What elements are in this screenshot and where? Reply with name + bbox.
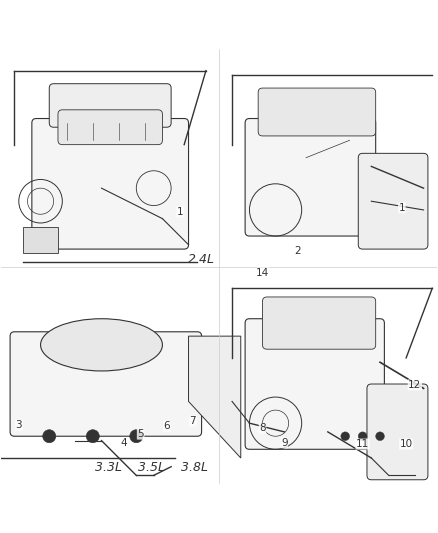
Polygon shape — [188, 336, 241, 458]
FancyBboxPatch shape — [258, 88, 376, 136]
Text: 14: 14 — [256, 268, 269, 278]
Text: 3: 3 — [15, 421, 22, 430]
Text: 6: 6 — [163, 421, 170, 431]
Circle shape — [43, 430, 56, 443]
Circle shape — [376, 432, 385, 441]
Text: 12: 12 — [408, 380, 421, 390]
Text: 2.4L: 2.4L — [188, 254, 215, 266]
Ellipse shape — [41, 319, 162, 371]
FancyBboxPatch shape — [58, 110, 162, 144]
Circle shape — [358, 432, 367, 441]
Text: 2: 2 — [294, 246, 300, 256]
Text: 4: 4 — [120, 438, 127, 448]
Text: 9: 9 — [281, 438, 288, 448]
Text: 11: 11 — [356, 439, 369, 449]
Text: 3.3L    3.5L    3.8L: 3.3L 3.5L 3.8L — [95, 461, 208, 474]
Text: 1: 1 — [177, 207, 183, 217]
FancyBboxPatch shape — [245, 319, 385, 449]
FancyBboxPatch shape — [245, 118, 376, 236]
Text: 5: 5 — [138, 429, 144, 439]
Text: 10: 10 — [399, 439, 413, 449]
FancyBboxPatch shape — [262, 297, 376, 349]
Text: 7: 7 — [190, 416, 196, 426]
Text: 8: 8 — [259, 423, 266, 433]
Bar — [23, 228, 58, 254]
Text: 1: 1 — [399, 203, 405, 213]
FancyBboxPatch shape — [367, 384, 428, 480]
Circle shape — [130, 430, 143, 443]
FancyBboxPatch shape — [10, 332, 201, 436]
FancyBboxPatch shape — [358, 154, 428, 249]
Circle shape — [341, 432, 350, 441]
FancyBboxPatch shape — [49, 84, 171, 127]
Circle shape — [86, 430, 99, 443]
FancyBboxPatch shape — [32, 118, 188, 249]
